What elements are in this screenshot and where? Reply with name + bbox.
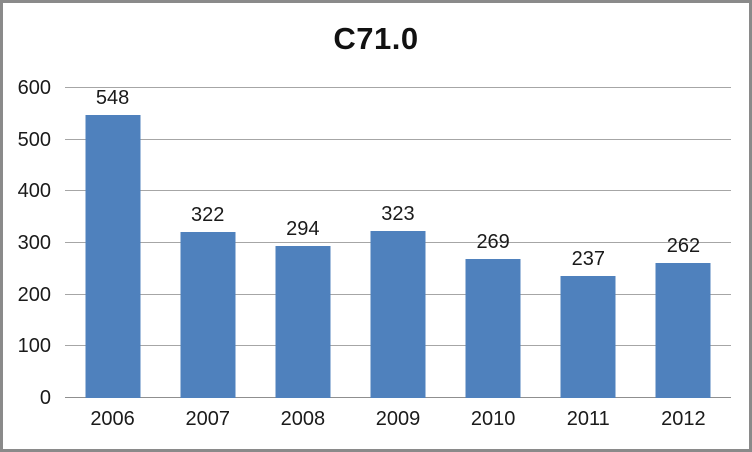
x-axis-tick-label: 2012 [661,408,706,430]
bar-value-label: 262 [666,234,701,257]
bar-2008 [275,246,331,398]
x-axis: 2006 2007 2008 2009 2010 2011 2012 [65,409,731,429]
bars-row: 548 322 294 323 269 237 262 [65,88,731,398]
x-axis-tick-label: 2011 [566,408,610,430]
bar-2006 [85,114,141,398]
y-axis: 0 100 200 300 400 500 600 [11,78,51,408]
y-axis-tick-label: 600 [17,77,51,99]
y-axis-tick-label: 400 [17,180,51,203]
bar-slot: 323 [350,88,445,398]
x-axis-tick-label: 2007 [185,408,230,430]
y-axis-tick-label: 0 [39,387,51,409]
y-axis-tick-label: 500 [17,128,51,151]
bar-2012 [655,262,711,398]
x-axis-tick-label: 2008 [280,408,326,430]
x-axis-tick-label: 2009 [375,408,421,430]
plot-area: 548 322 294 323 269 237 262 [65,87,731,398]
bar-value-label: 294 [286,218,320,241]
y-axis-tick-label: 100 [17,335,51,358]
bar-value-label: 269 [476,231,510,254]
bar-slot: 237 [541,88,636,398]
bar-value-label: 237 [571,247,605,270]
chart-title: C71.0 [333,21,419,56]
bar-value-label: 323 [381,203,415,226]
bar-slot: 322 [160,88,255,398]
bar-2010 [465,259,521,398]
bar-slot: 294 [255,88,350,398]
x-axis-tick-label: 2006 [90,408,135,430]
gridline [65,190,731,192]
gridline [65,138,731,140]
y-axis-tick-label: 300 [17,232,51,254]
x-axis-tick-label: 2010 [470,408,516,430]
bar-slot: 262 [636,88,731,398]
bar-2007 [180,231,236,398]
gridline [65,87,731,88]
y-axis-tick-label: 200 [17,283,51,306]
bar-slot: 548 [65,88,160,398]
bar-value-label: 322 [191,203,225,226]
bar-2009 [370,231,426,398]
bar-slot: 269 [446,88,541,398]
bar-value-label: 548 [95,86,130,109]
bar-2011 [560,275,616,398]
